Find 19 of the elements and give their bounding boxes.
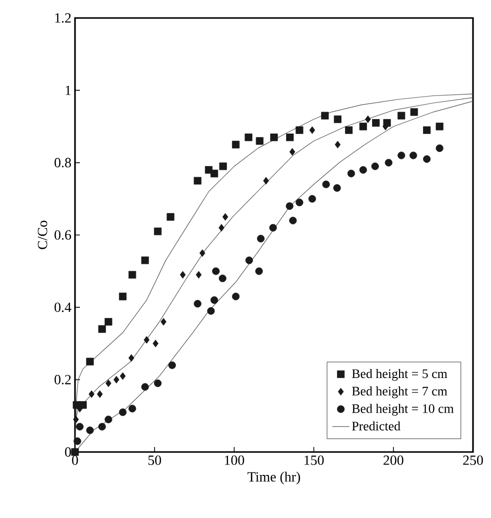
y-tick-label: 0.4 [54,302,72,312]
y-tick-label: 0.6 [54,230,72,240]
legend-label: Predicted [352,421,400,430]
x-tick-label: 250 [463,456,483,465]
y-tick-label: 0.8 [54,158,71,168]
x-tick-label: 200 [384,456,404,465]
legend-label: Bed height = 7 cm [352,386,448,398]
x-tick-label: 100 [224,456,244,465]
x-tick-label: 50 [148,456,162,465]
legend-label: Bed height = 5 cm [352,368,448,381]
y-tick-label: 1.2 [55,13,71,23]
x-axis-title: Time (hr) [248,472,300,484]
y-tick-label: 0 [65,447,71,457]
y-tick-label: 1 [66,86,71,95]
x-tick-label: 0 [72,456,78,465]
y-axis-title: C/Co [38,220,48,250]
y-tick-label: 0.2 [54,374,71,384]
legend-label: Bed height = 10 cm [352,404,454,416]
x-tick-label: 150 [304,456,324,465]
